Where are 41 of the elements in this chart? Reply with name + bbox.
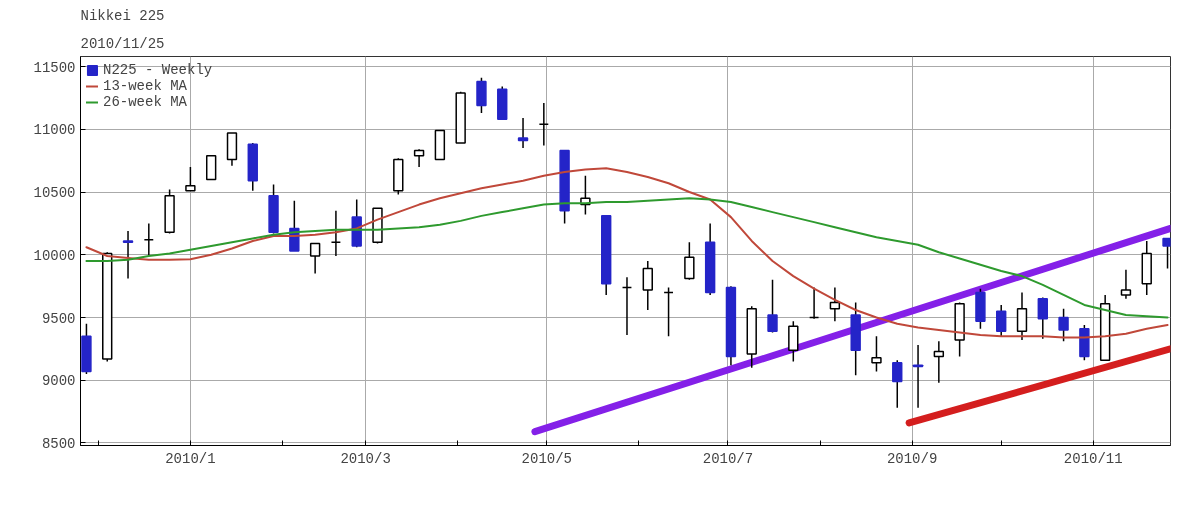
y-tick-label: 9500	[41, 310, 76, 327]
x-tick-label: 2010/9	[886, 450, 938, 467]
candlestick	[1016, 291, 1028, 341]
y-tick-label: 9000	[41, 373, 76, 390]
candlestick	[309, 242, 321, 275]
line-series	[85, 167, 1169, 339]
x-tick-label: 2010/11	[1063, 450, 1123, 467]
candlestick	[996, 304, 1007, 338]
candlestick	[517, 117, 529, 149]
candlestick	[933, 340, 945, 384]
candlestick	[788, 320, 799, 363]
y-tick-label: 8500	[41, 435, 76, 452]
candlestick	[871, 335, 882, 373]
candlestick	[122, 230, 134, 280]
x-tick-label: 2010/1	[165, 450, 216, 467]
candlestick	[1058, 307, 1069, 343]
candlestick	[413, 148, 425, 168]
candlestick	[1037, 296, 1048, 340]
chart-title: Nikkei 225	[80, 7, 165, 24]
y-tick-label: 11000	[33, 122, 76, 139]
legend-label: N225 - Weekly	[103, 62, 213, 78]
line-series	[85, 197, 1169, 319]
candlestick	[912, 344, 924, 409]
candlestick	[892, 359, 903, 409]
candlestick	[767, 279, 778, 334]
y-tick-label: 11500	[33, 59, 76, 76]
legend-label: 26-week MA	[103, 94, 188, 110]
y-tick-label: 10500	[33, 185, 76, 202]
x-tick-label: 2010/7	[702, 450, 754, 467]
candlestick	[476, 77, 487, 114]
legend-label: 13-week MA	[103, 78, 188, 94]
candlestick	[684, 241, 695, 281]
candlestick	[1162, 237, 1171, 270]
x-tick-label: 2010/3	[340, 450, 391, 467]
candlestick	[1120, 269, 1132, 300]
candlestick	[642, 260, 653, 311]
candlestick	[205, 154, 217, 181]
chart-subtitle: 2010/11/25	[80, 35, 165, 52]
y-tick-label: 10000	[33, 247, 76, 264]
x-tick-label: 2010/5	[521, 450, 573, 467]
candlestick	[185, 166, 196, 192]
